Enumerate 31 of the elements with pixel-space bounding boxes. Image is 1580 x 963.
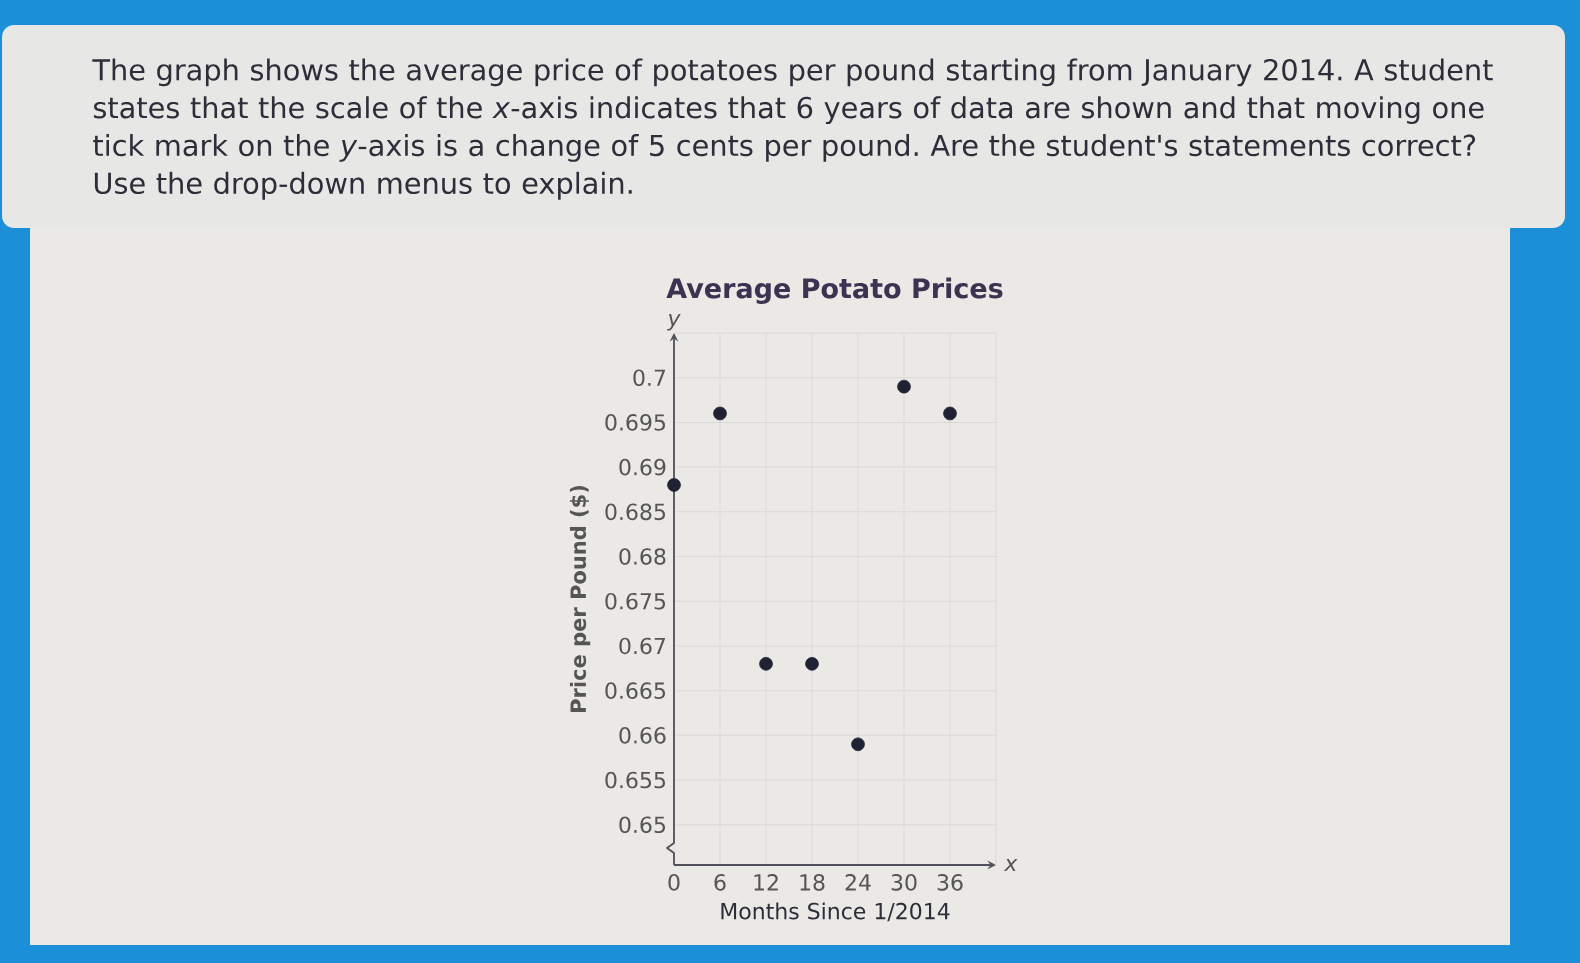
point	[851, 737, 865, 752]
y-tick-label: 0.65	[619, 816, 666, 834]
y-tick-label: 0.7	[633, 369, 666, 387]
x-tick-label: 6	[714, 874, 726, 891]
point	[667, 478, 681, 492]
x-tick-label: 12	[754, 874, 778, 891]
y-tick-label: 0.665	[605, 682, 666, 699]
point	[805, 657, 819, 671]
x-tick-label: 30	[891, 874, 917, 891]
x-tick-label: 36	[937, 874, 963, 891]
x-tick-label: 18	[800, 874, 825, 891]
y-tick-label: 0.68	[619, 548, 666, 565]
x-tick-label: 24	[845, 874, 871, 891]
text: x	[1003, 858, 1018, 871]
point	[713, 406, 727, 421]
y-tick-label: 0.695	[605, 414, 666, 431]
text: y	[666, 314, 681, 331]
y-axis-title: Price per Pound ($)	[569, 485, 591, 712]
y-tick-label: 0.685	[605, 503, 666, 521]
y-tick-label: 0.675	[605, 592, 666, 610]
text: The graph shows the average price of potatoes per pound starting from January 2014. A student states that the scale of the x-axis indicates that 6 years of data are shown and that moving one tick mark on the y-axis is a change of 5 cents per pound. Are the student's statements correct? Use the drop-down menus to explain.	[92, 58, 1493, 200]
point	[897, 379, 911, 394]
y-tick-label: 0.69	[619, 458, 666, 476]
point	[943, 406, 957, 421]
y-tick-label: 0.66	[619, 727, 666, 744]
y-tick-label: 0.655	[605, 771, 666, 789]
y-tick-label: 0.67	[619, 637, 666, 655]
x-tick-label: 0	[668, 874, 680, 891]
point	[759, 657, 773, 671]
x-axis-title: Months Since 1/2014	[721, 902, 950, 922]
chart-title: Average Potato Prices	[666, 277, 1003, 304]
